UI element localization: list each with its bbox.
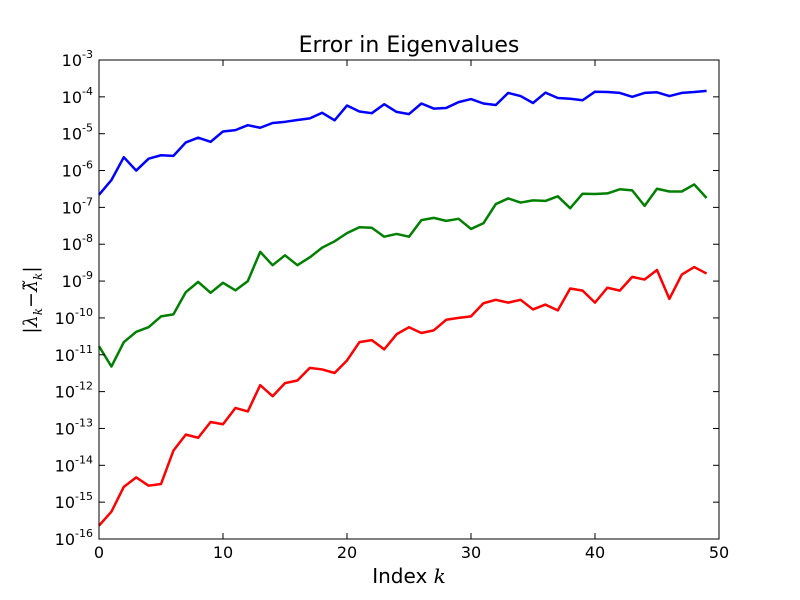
y-axis-label-sub-k: k	[31, 308, 45, 315]
series-line-1	[98, 89, 707, 196]
x-tick-label: 0	[94, 543, 104, 562]
y-axis: 10-16 10-15 10-14 10-13 10-12 10-11 10-10 10-9 1…	[55, 48, 719, 549]
y-tick-label: 10-7	[62, 195, 93, 217]
x-tick-label: 50	[709, 543, 729, 562]
x-tick-label: 10	[213, 543, 233, 562]
x-axis-label-variable: k	[434, 564, 446, 588]
y-tick-label: 10-12	[55, 380, 93, 402]
y-tick-label: 10-3	[62, 48, 93, 70]
x-axis: 0 10 20 30 40 50	[94, 60, 729, 562]
series-line-2	[97, 183, 708, 368]
x-tick-label: 30	[461, 543, 481, 562]
x-axis-label-word: Index	[372, 564, 433, 588]
x-tick-label: 20	[337, 543, 357, 562]
x-axis-label: Index k	[372, 564, 446, 588]
y-tick-label: 10-9	[62, 269, 93, 291]
y-tick-label: 10-13	[55, 416, 93, 438]
y-tick-label: 10-15	[55, 490, 93, 512]
y-tick-label: 10-8	[62, 232, 93, 254]
y-axis-label-bar-right: |	[20, 266, 42, 272]
series-line-3	[98, 265, 708, 527]
y-axis-label-bar-left: |	[20, 327, 42, 333]
y-tick-label: 10-14	[55, 453, 93, 475]
y-tick-label: 10-4	[62, 85, 93, 107]
series-layer	[97, 89, 708, 527]
plot-background	[99, 60, 719, 539]
y-tick-label: 10-11	[55, 343, 93, 365]
plot-frame	[98, 59, 720, 540]
y-axis-label: |λk−λ̃k|	[20, 266, 45, 333]
y-axis-label-minus: −	[20, 292, 42, 308]
chart-title: Error in Eigenvalues	[299, 33, 520, 58]
y-axis-label-lambda: λ	[20, 315, 42, 328]
y-axis-label-group: |λk−λ̃k|	[20, 266, 45, 333]
y-tick-label: 10-16	[55, 527, 93, 549]
plot-area	[97, 59, 720, 540]
y-axis-label-sub-k2: k	[31, 273, 45, 280]
x-tick-label: 40	[585, 543, 605, 562]
y-axis-label-lambda-tilde: λ̃	[20, 280, 42, 293]
y-tick-label: 10-5	[62, 122, 93, 144]
y-tick-label: 10-6	[62, 159, 93, 181]
y-tick-label: 10-10	[55, 306, 93, 328]
